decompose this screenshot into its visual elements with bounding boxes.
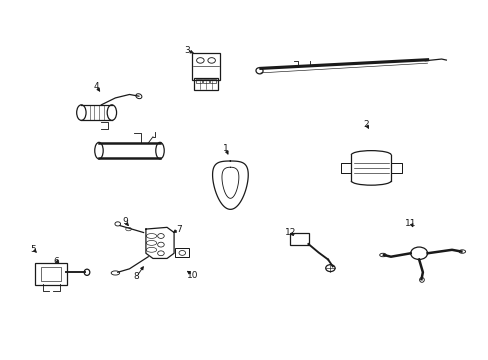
Text: 4: 4 bbox=[94, 82, 99, 91]
Text: 3: 3 bbox=[184, 46, 190, 55]
Text: 1: 1 bbox=[223, 144, 228, 153]
Text: 9: 9 bbox=[122, 217, 127, 226]
Text: 6: 6 bbox=[54, 257, 60, 266]
Text: 12: 12 bbox=[284, 228, 296, 237]
Text: 7: 7 bbox=[176, 225, 181, 234]
Text: 8: 8 bbox=[133, 272, 139, 281]
Text: 2: 2 bbox=[363, 120, 368, 129]
Text: 10: 10 bbox=[187, 271, 198, 279]
Text: 11: 11 bbox=[405, 219, 416, 228]
Text: 5: 5 bbox=[30, 245, 36, 253]
